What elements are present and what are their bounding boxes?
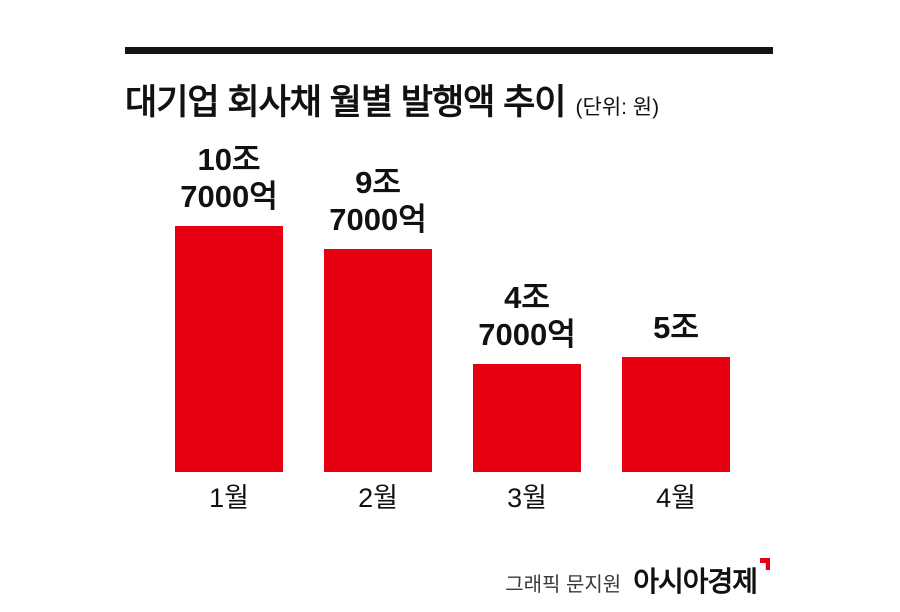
bar-chart: 10조 7000억 1월 9조 7000억 2월 4조 7000억 3월 5조 4월 [174,100,731,512]
x-axis-label: 2월 [358,483,398,513]
x-axis-label: 3월 [507,483,547,513]
bar-value-label: 9조 7000억 [329,164,427,237]
chart-header: 대기업 회사채 월별 발행액 추이 (단위: 원) [125,74,825,125]
bar-column: 9조 7000억 2월 [323,164,433,512]
brand-mark-icon [760,558,770,570]
x-axis-label: 1월 [209,483,249,513]
footer: 그래픽 문지원 아시아경제 [505,558,770,600]
unit-label: (단위: 원) [575,96,660,119]
top-divider [125,47,773,54]
credit-text: 그래픽 문지원 [505,574,622,596]
brand-logo: 아시아경제 [633,558,770,600]
x-axis-label: 4월 [656,483,696,513]
bar [473,364,581,472]
bar-value-label: 5조 [653,309,699,345]
bar [324,249,432,472]
bar-value-label: 10조 7000억 [180,141,278,214]
bar-column: 10조 7000억 1월 [174,141,284,512]
page-title: 대기업 회사채 월별 발행액 추이 [125,83,566,122]
bar-column: 5조 4월 [621,309,731,512]
bar-value-label: 4조 7000억 [478,279,576,352]
bar [175,226,283,472]
bar [622,357,730,472]
bar-column: 4조 7000억 3월 [472,279,582,512]
